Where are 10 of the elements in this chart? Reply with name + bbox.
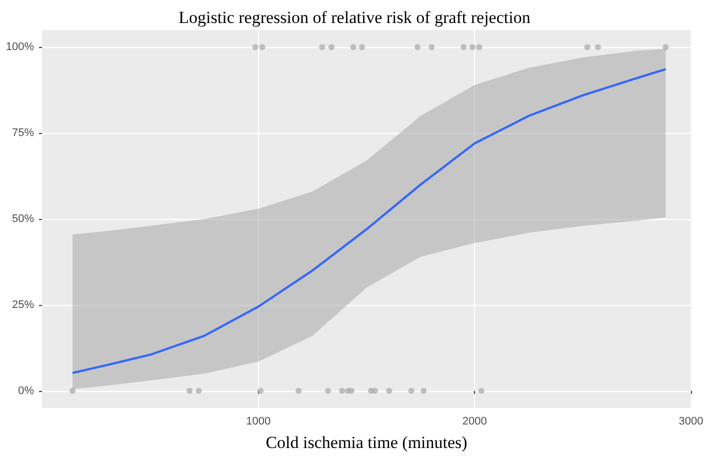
- x-tick-label: 2000: [462, 416, 487, 428]
- x-tick-label: 3000: [678, 416, 704, 428]
- chart-title: Logistic regression of relative risk of graft rejection: [178, 8, 531, 27]
- y-tick-label: 100%: [6, 41, 34, 54]
- x-tick-label: 1000: [246, 416, 271, 428]
- y-tick-label: 25%: [12, 298, 34, 311]
- y-tick-label: 50%: [12, 213, 34, 225]
- x-axis-title: Cold ischemia time (minutes): [266, 433, 468, 452]
- y-tick-label: 75%: [12, 127, 34, 140]
- y-tick-label: 0%: [18, 384, 34, 397]
